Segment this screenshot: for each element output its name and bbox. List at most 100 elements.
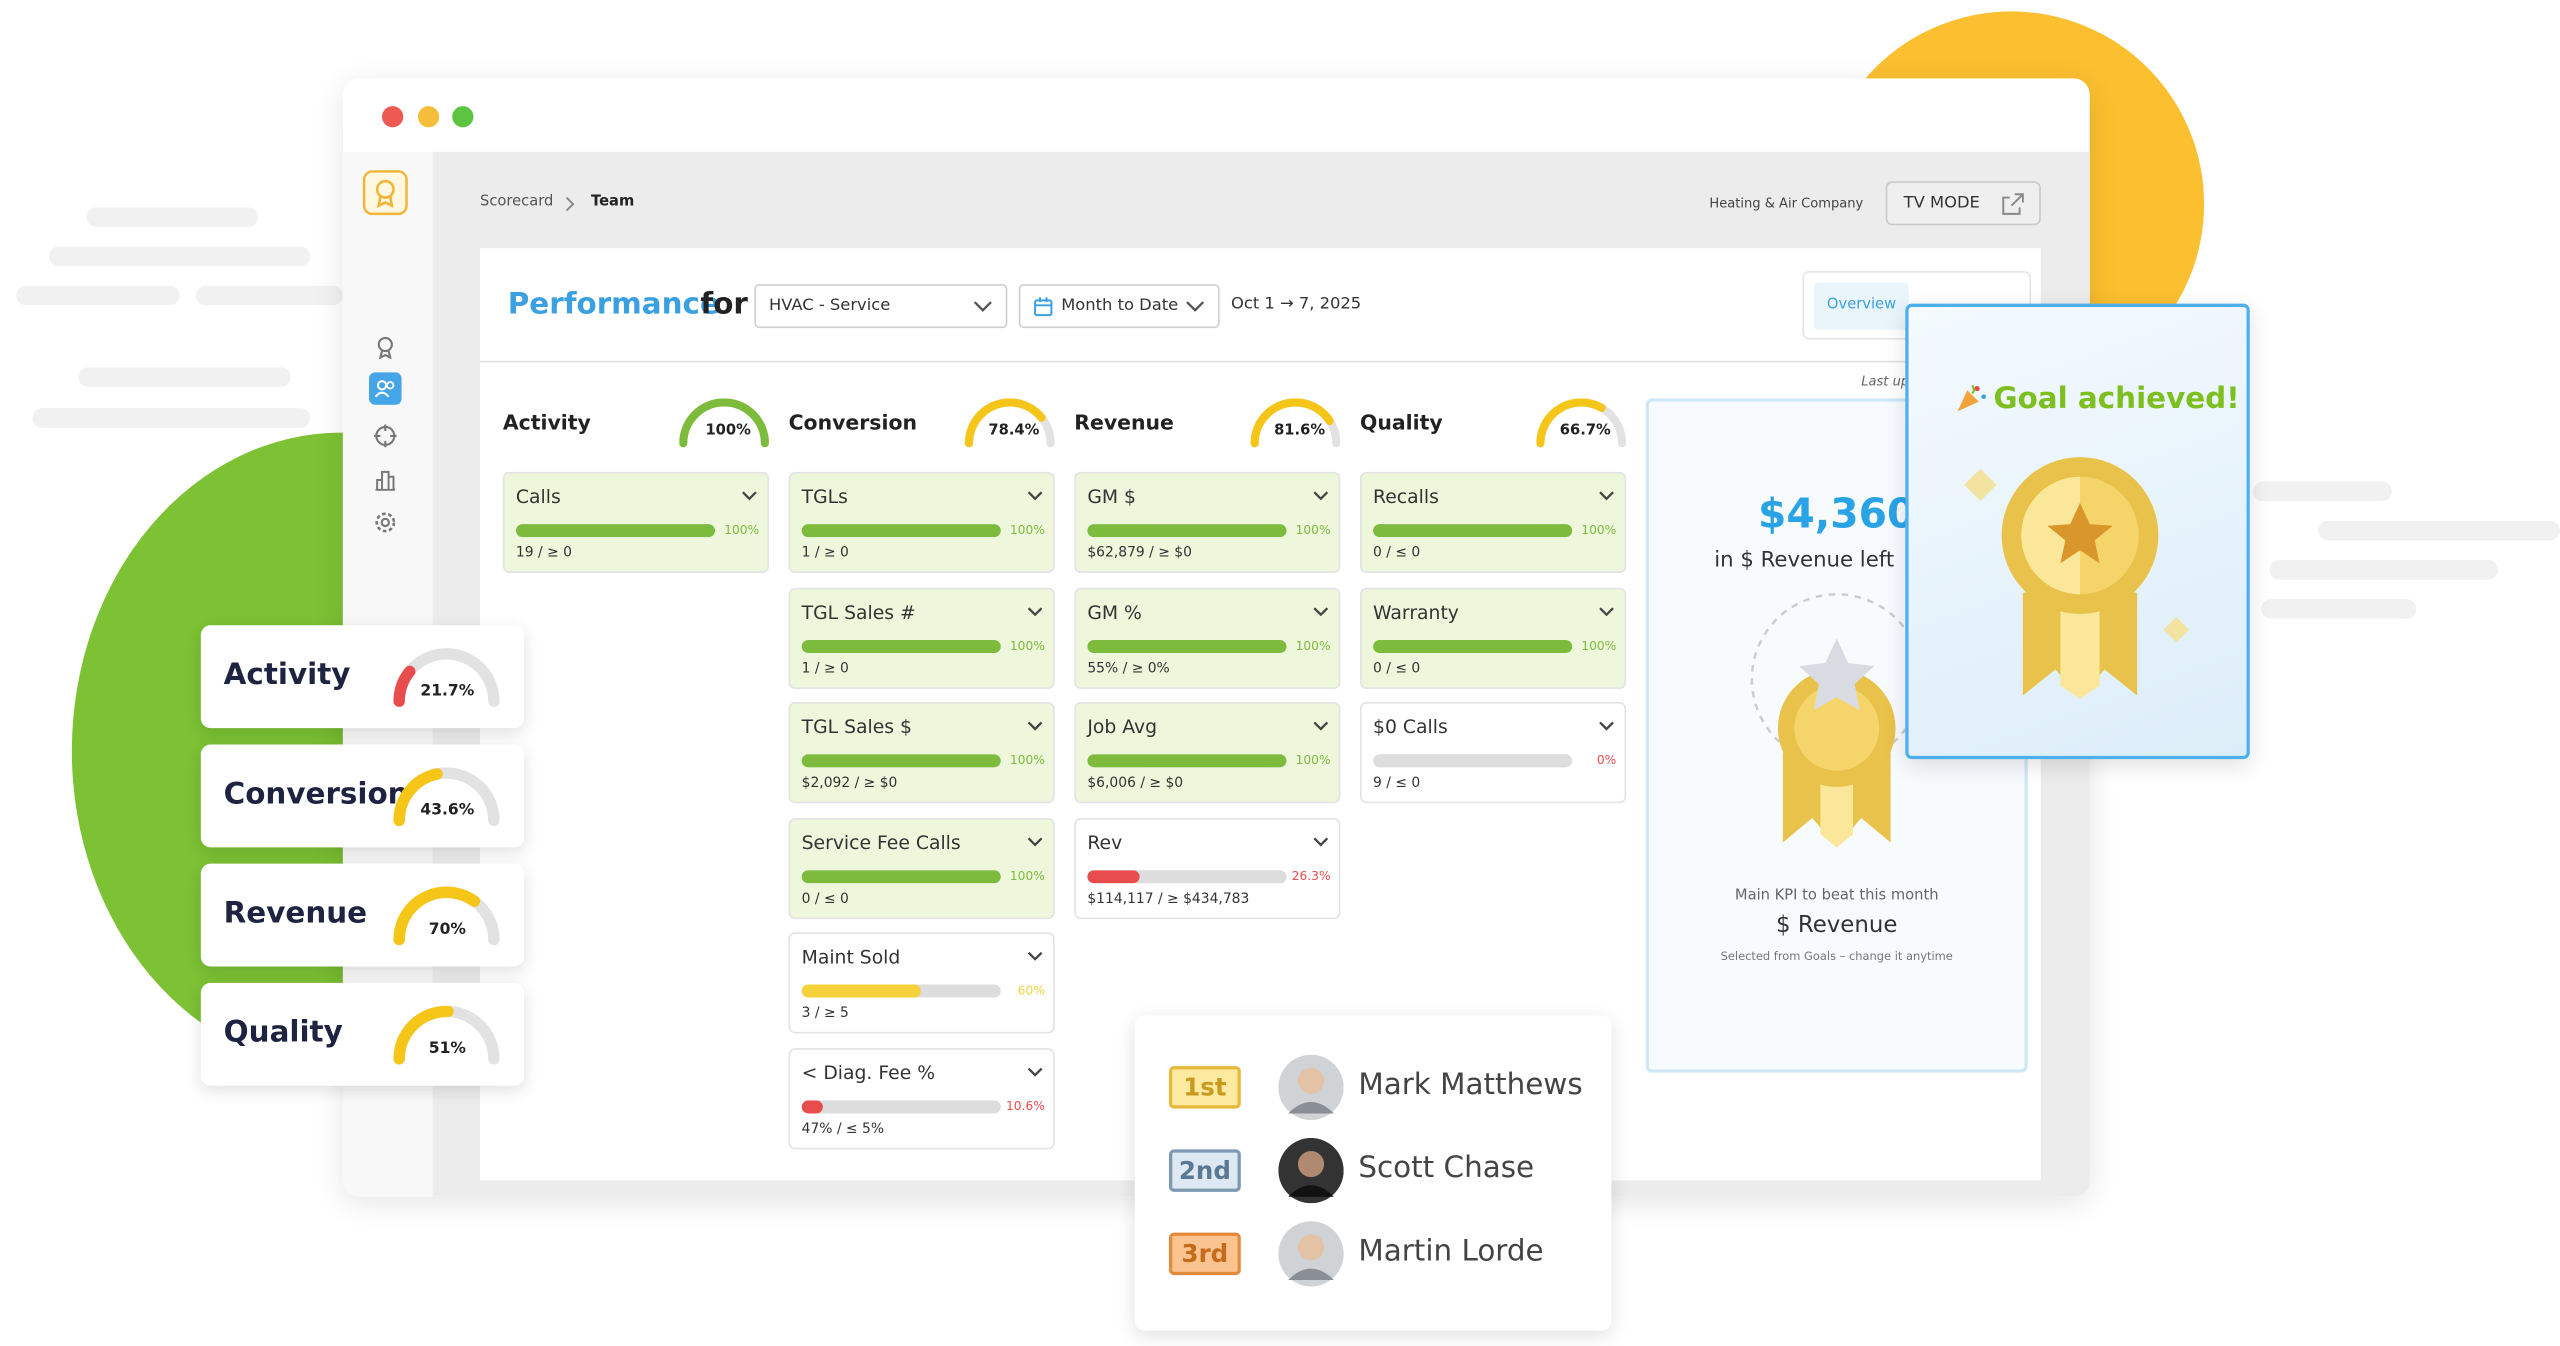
metric-percent: 0% — [1596, 752, 1617, 768]
chevron — [1599, 721, 1614, 731]
avatar-head — [1297, 1067, 1325, 1094]
chevron-path — [1027, 606, 1043, 616]
metric-name: GM $ — [1087, 484, 1137, 508]
team-select[interactable]: HVAC - Service — [754, 284, 1008, 329]
metric-card[interactable]: Recalls 100% 0 / ≤ 0 — [1359, 471, 1627, 574]
metric-track — [1087, 754, 1287, 768]
nav-icon[interactable] — [374, 469, 397, 492]
achievement-card: Goal achieved! — [1905, 303, 2250, 760]
external-icon — [2002, 193, 2024, 215]
metric-bar — [1087, 869, 1140, 883]
metric-track — [801, 754, 1001, 768]
gauge-fill — [393, 1005, 454, 1065]
chevron — [1027, 491, 1043, 501]
metric-card[interactable]: Maint Sold 60% 3 / ≥ 5 — [788, 932, 1055, 1034]
avatar-head — [1297, 1234, 1325, 1261]
metric-card[interactable]: GM % 100% 55% / ≥ 0% — [1074, 586, 1341, 689]
metric-detail: 1 / ≥ 0 — [801, 660, 849, 677]
summary-card: Activity 21.7% — [200, 625, 525, 729]
avatar — [1278, 1137, 1344, 1204]
metric-track — [801, 1099, 1001, 1113]
tv-mode-button[interactable]: TV MODE — [1885, 181, 2041, 226]
deco — [32, 408, 311, 428]
metric-bar — [1373, 524, 1573, 538]
metric-percent: 26.3% — [1291, 867, 1331, 883]
metric-card[interactable]: TGL Sales $ 100% $2,092 / ≥ $0 — [788, 702, 1055, 804]
deco — [78, 367, 291, 387]
gauge-fill — [1536, 398, 1606, 448]
chevron — [1027, 606, 1043, 616]
metric-card[interactable]: $0 Calls 0% 9 / ≤ 0 — [1359, 702, 1627, 804]
metric-detail: $62,879 / ≥ $0 — [1087, 545, 1192, 562]
metric-track — [801, 524, 1001, 538]
metric-detail: 0 / ≤ 0 — [801, 890, 849, 907]
logo[interactable] — [362, 170, 408, 216]
tab-active[interactable]: Overview — [1813, 282, 1909, 330]
chevron-path — [1027, 836, 1043, 846]
window-dot[interactable] — [417, 106, 440, 128]
metric-name: GM % — [1087, 599, 1142, 623]
rank-badge: 2nd — [1168, 1149, 1241, 1192]
chevron — [1313, 491, 1329, 501]
deco — [86, 207, 258, 227]
medal-graphic — [1750, 593, 1923, 848]
metric-percent: 100% — [1009, 867, 1045, 883]
column-title: Revenue — [1074, 409, 1174, 435]
confetti-icon — [1957, 384, 1986, 412]
metric-card[interactable]: TGL Sales # 100% 1 / ≥ 0 — [788, 586, 1055, 689]
breadcrumb[interactable]: Scorecard — [479, 194, 554, 211]
summary-name: Activity — [223, 657, 351, 693]
divider — [479, 360, 2041, 363]
person-name: Martin Lorde — [1358, 1234, 1544, 1269]
nav-icon-active[interactable] — [368, 372, 402, 405]
avatar — [1278, 1054, 1344, 1120]
summary-card: Revenue 70% — [200, 863, 525, 967]
metric-name: TGL Sales $ — [801, 715, 912, 738]
metric-track — [801, 639, 1001, 653]
summary-card: Conversion 43.6% — [200, 744, 525, 848]
period-select[interactable]: Month to Date — [1018, 284, 1220, 329]
chevron-path — [1599, 491, 1614, 501]
gauge-fill — [393, 886, 481, 946]
metric-bar — [1087, 524, 1287, 538]
chevron-path — [1027, 1066, 1043, 1076]
person-name: Mark Matthews — [1358, 1067, 1583, 1103]
metric-card[interactable]: Calls 100% 19 / ≥ 0 — [502, 471, 769, 574]
chevron — [1313, 836, 1329, 846]
chevron-path — [1599, 606, 1614, 616]
metric-name: < Diag. Fee % — [801, 1060, 936, 1084]
chevron-path — [1313, 606, 1329, 616]
period-select-value: Month to Date — [1061, 297, 1179, 316]
last-updated: Last up — [1861, 373, 1910, 389]
window-dot[interactable] — [382, 106, 404, 128]
nav-icon[interactable] — [374, 336, 397, 360]
metric-percent: 60% — [1017, 982, 1045, 998]
nav-icon[interactable] — [374, 511, 397, 534]
summary-gauge-label: 51% — [428, 1039, 466, 1058]
metric-track — [1373, 754, 1573, 768]
metric-card[interactable]: Service Fee Calls 100% 0 / ≤ 0 — [788, 817, 1055, 919]
summary-gauge-label: 21.7% — [420, 682, 475, 701]
metric-card[interactable]: Warranty 100% 0 / ≤ 0 — [1359, 586, 1627, 689]
gauge-fill — [393, 665, 416, 707]
chevron — [1027, 1066, 1043, 1076]
metric-card[interactable]: Rev 26.3% $114,117 / ≥ $434,783 — [1074, 817, 1341, 919]
avatar-body — [1288, 1268, 1334, 1280]
summary-name: Conversion — [223, 777, 409, 812]
nav-icon[interactable] — [373, 424, 397, 448]
company: Heating & Air Company — [1709, 195, 1864, 211]
window-dot[interactable] — [452, 106, 474, 128]
metric-card[interactable]: TGLs 100% 1 / ≥ 0 — [788, 471, 1055, 574]
column-title: Activity — [502, 409, 591, 435]
metric-name: Rev — [1087, 830, 1123, 854]
metric-detail: $114,117 / ≥ $434,783 — [1087, 890, 1250, 907]
metric-percent: 100% — [1581, 522, 1617, 538]
deco — [16, 285, 180, 306]
metric-card[interactable]: < Diag. Fee % 10.6% 47% / ≤ 5% — [788, 1047, 1055, 1149]
metric-card[interactable]: GM $ 100% $62,879 / ≥ $0 — [1074, 471, 1341, 574]
metric-card[interactable]: Job Avg 100% $6,006 / ≥ $0 — [1074, 702, 1341, 804]
metric-bar — [801, 639, 1001, 653]
metric-detail: 3 / ≥ 5 — [801, 1005, 849, 1023]
